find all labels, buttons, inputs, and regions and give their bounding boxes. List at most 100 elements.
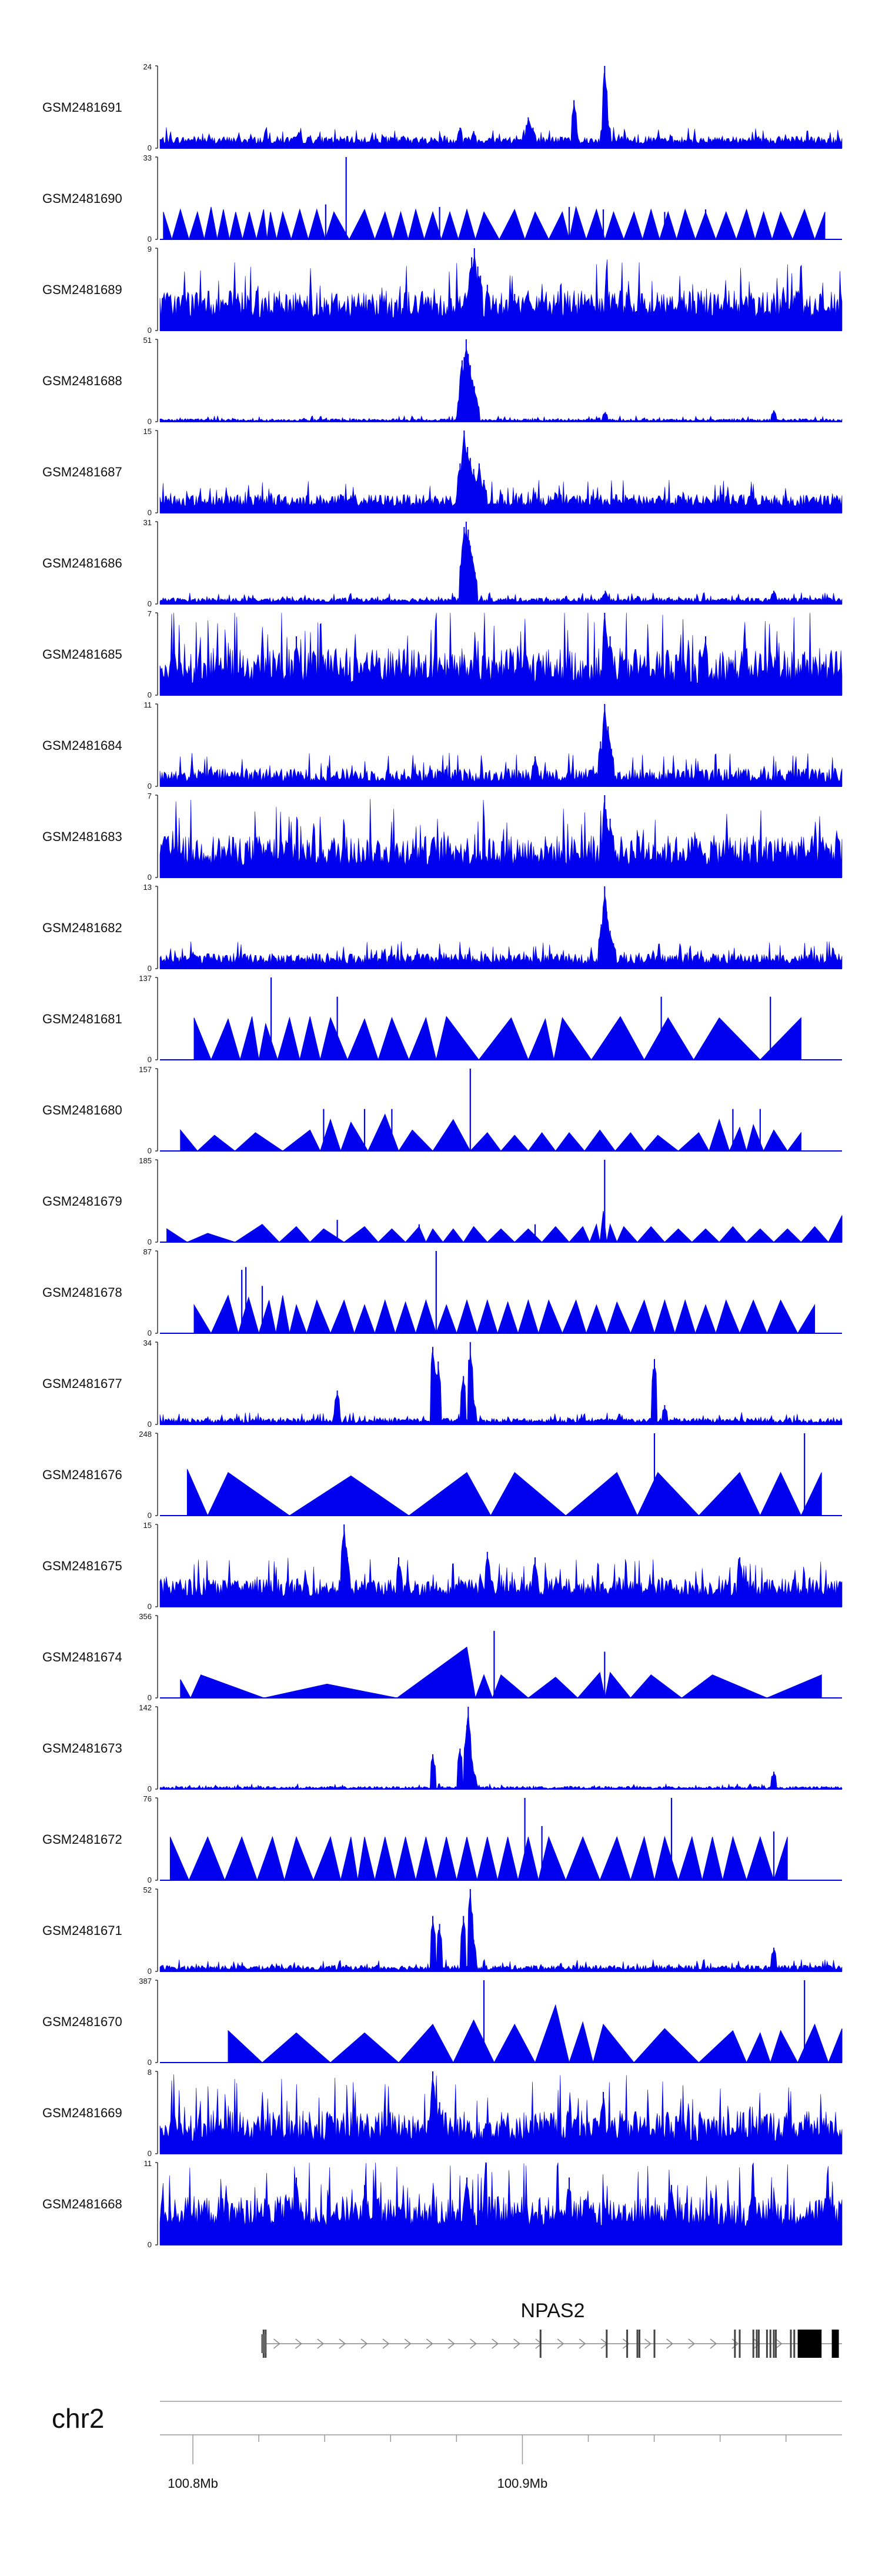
- strand-arrow: [492, 2338, 499, 2349]
- track-label: GSM2481675: [42, 1559, 122, 1573]
- track-GSM2481672: GSM2481672 76 0: [42, 1794, 842, 1884]
- coverage-area: [159, 1893, 843, 1972]
- exon-marker: [774, 2330, 777, 2358]
- track-ymin-label: 0: [148, 144, 152, 152]
- track-ymin-label: 0: [148, 326, 152, 335]
- gene-name-label: NPAS2: [521, 2300, 585, 2322]
- track-GSM2481689: GSM2481689 9 0: [42, 245, 843, 335]
- exon-marker: [790, 2330, 792, 2358]
- track-ymin-label: 0: [148, 1693, 152, 1702]
- coverage-area: [166, 1210, 843, 1243]
- exon-marker: [739, 2330, 741, 2358]
- track-ymax-label: 7: [148, 792, 152, 800]
- exon-marker: [734, 2330, 736, 2358]
- track-GSM2481671: GSM2481671 52 0: [42, 1886, 843, 1976]
- exon-marker: [769, 2330, 771, 2358]
- track-ymax-label: 31: [143, 518, 152, 527]
- track-ymax-label: 87: [143, 1247, 152, 1256]
- track-ymax-label: 9: [148, 245, 152, 253]
- track-label: GSM2481676: [42, 1467, 122, 1482]
- coverage-area: [159, 1713, 843, 1790]
- track-ymin-label: 0: [148, 417, 152, 426]
- strand-arrow: [404, 2338, 412, 2349]
- track-ymin-label: 0: [148, 1237, 152, 1246]
- track-label: GSM2481682: [42, 920, 122, 935]
- track-ymax-label: 15: [143, 427, 152, 436]
- track-ymin-label: 0: [148, 782, 152, 790]
- track-label: GSM2481690: [42, 191, 122, 206]
- coverage-area: [228, 2004, 843, 2064]
- strand-arrow: [426, 2338, 433, 2349]
- track-ymin-label: 0: [148, 690, 152, 699]
- track-GSM2481669: GSM2481669 8 0: [42, 2068, 843, 2158]
- track-ymin-label: 0: [148, 1329, 152, 1337]
- strand-arrow: [317, 2338, 324, 2349]
- track-ymin-label: 0: [148, 964, 152, 973]
- track-GSM2481678: GSM2481678 87 0: [42, 1247, 842, 1337]
- coverage-area: [180, 1646, 822, 1699]
- track-label: GSM2481687: [42, 465, 122, 479]
- track-GSM2481670: GSM2481670 387 0: [42, 1977, 843, 2067]
- axis-tick-label: 100.9Mb: [497, 2476, 548, 2491]
- track-label: GSM2481673: [42, 1741, 122, 1756]
- exon-marker: [773, 2330, 775, 2358]
- coverage-area: [159, 348, 843, 422]
- strand-arrow: [666, 2338, 673, 2349]
- track-ymax-label: 387: [139, 1977, 152, 1986]
- track-GSM2481690: GSM2481690 33 0: [42, 154, 842, 243]
- track-ymax-label: 356: [139, 1612, 152, 1621]
- track-label: GSM2481680: [42, 1103, 122, 1117]
- track-GSM2481676: GSM2481676 248 0: [42, 1430, 842, 1520]
- coverage-area: [159, 1352, 843, 1425]
- track-ymax-label: 24: [143, 62, 152, 71]
- track-GSM2481687: GSM2481687 15 0: [42, 427, 843, 517]
- track-GSM2481673: GSM2481673 142 0: [42, 1703, 843, 1793]
- coverage-area: [163, 205, 826, 241]
- strand-arrow: [622, 2338, 630, 2349]
- track-ymin-label: 0: [148, 873, 152, 882]
- coverage-area: [159, 2074, 843, 2154]
- genome-axis: chr2 100.8Mb 100.9Mb: [52, 2401, 842, 2491]
- track-GSM2481691: GSM2481691 24 0: [42, 62, 843, 152]
- track-label: GSM2481669: [42, 2105, 122, 2120]
- strand-arrow: [339, 2338, 346, 2349]
- strand-arrow: [557, 2338, 564, 2349]
- track-ymin-label: 0: [148, 235, 152, 243]
- track-label: GSM2481671: [42, 1923, 122, 1938]
- track-GSM2481684: GSM2481684 11 0: [42, 700, 843, 790]
- track-ymin-label: 0: [148, 1784, 152, 1793]
- track-label: GSM2481672: [42, 1832, 122, 1847]
- strand-arrow: [382, 2338, 390, 2349]
- exon-marker: [539, 2330, 542, 2358]
- strand-arrow: [579, 2338, 586, 2349]
- track-label: GSM2481689: [42, 282, 122, 297]
- strand-arrow: [535, 2338, 543, 2349]
- exon-marker: [261, 2334, 266, 2353]
- track-ymin-label: 0: [148, 599, 152, 608]
- track-ymax-label: 11: [144, 2159, 152, 2168]
- signal-tracks: GSM2481691240GSM2481690330GSM248168990GS…: [42, 62, 843, 2249]
- axis-tick-label: 100.8Mb: [168, 2476, 218, 2491]
- track-GSM2481680: GSM2481680 157 0: [42, 1065, 842, 1155]
- track-ymax-label: 76: [143, 1794, 152, 1803]
- track-ymin-label: 0: [148, 2058, 152, 2067]
- coverage-area: [193, 1016, 801, 1061]
- coverage-area: [159, 72, 843, 149]
- track-ymin-label: 0: [148, 1146, 152, 1155]
- track-ymin-label: 0: [148, 1055, 152, 1064]
- exon-marker: [606, 2330, 608, 2358]
- track-ymin-label: 0: [148, 1876, 152, 1884]
- track-ymin-label: 0: [148, 1420, 152, 1429]
- track-ymax-label: 185: [139, 1156, 152, 1165]
- coverage-area: [186, 1469, 822, 1517]
- track-GSM2481683: GSM2481683 7 0: [42, 792, 843, 882]
- track-ymax-label: 157: [139, 1065, 152, 1074]
- track-GSM2481685: GSM2481685 7 0: [42, 609, 843, 699]
- track-ymin-label: 0: [148, 2149, 152, 2158]
- track-label: GSM2481686: [42, 556, 122, 570]
- strand-arrow: [710, 2338, 717, 2349]
- coverage-area: [159, 256, 843, 331]
- track-label: GSM2481683: [42, 829, 122, 844]
- track-GSM2481679: GSM2481679 185 0: [42, 1156, 843, 1246]
